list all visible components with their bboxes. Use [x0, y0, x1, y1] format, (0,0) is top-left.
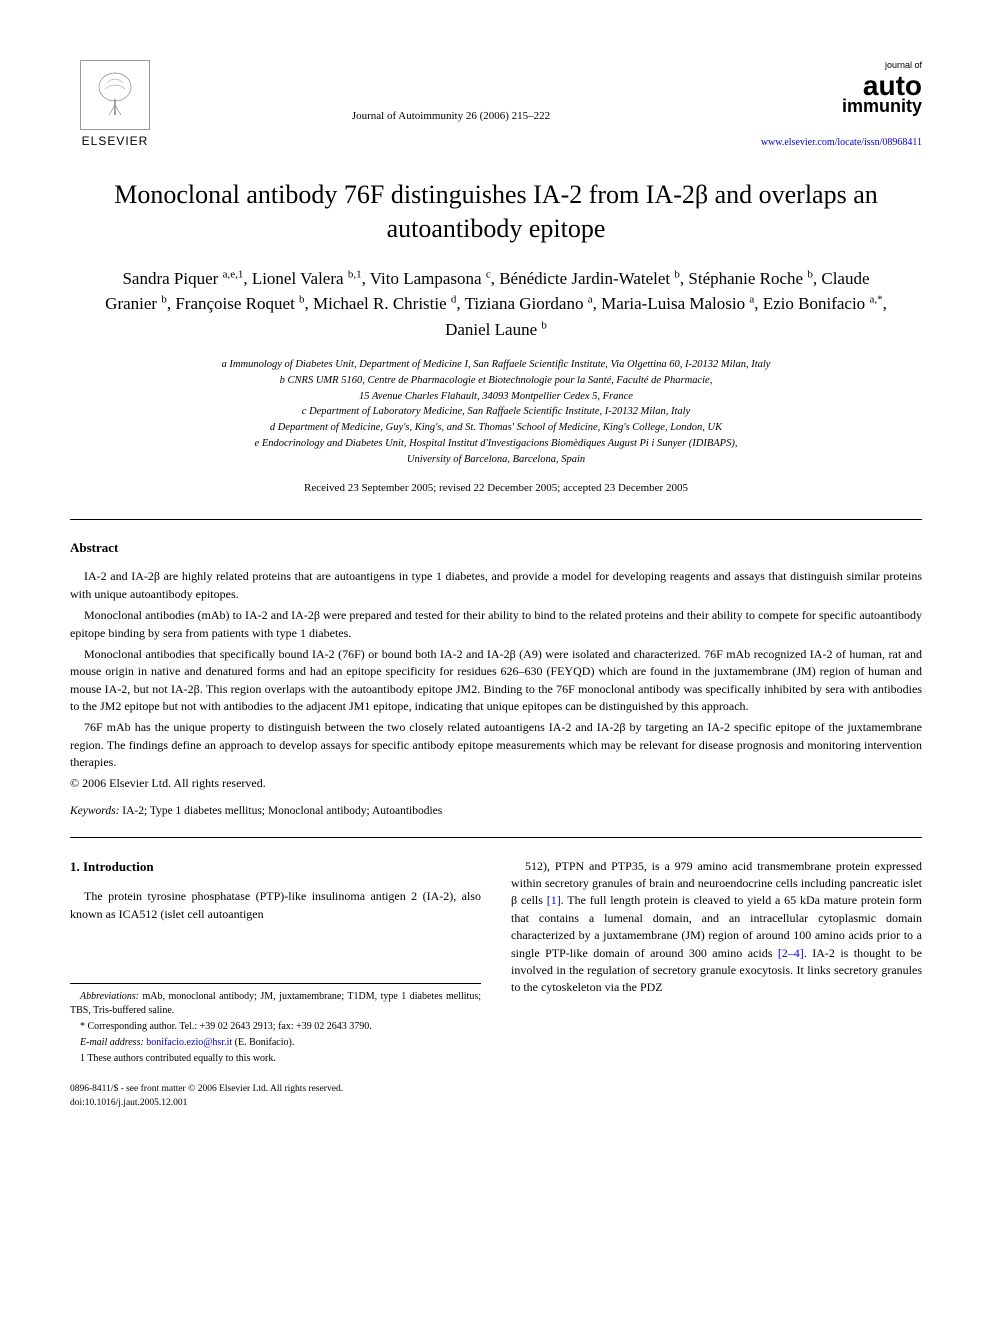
affiliations: a Immunology of Diabetes Unit, Departmen…: [70, 357, 922, 467]
journal-reference: Journal of Autoimmunity 26 (2006) 215–22…: [160, 60, 742, 122]
abstract-p1: IA-2 and IA-2β are highly related protei…: [70, 568, 922, 603]
copyright: © 2006 Elsevier Ltd. All rights reserved…: [70, 776, 922, 791]
keywords: Keywords: IA-2; Type 1 diabetes mellitus…: [70, 805, 922, 817]
affiliation-d: d Department of Medicine, Guy's, King's,…: [70, 420, 922, 436]
publisher-logo: ELSEVIER: [70, 60, 160, 148]
right-column: 512), PTPN and PTP35, is a 979 amino aci…: [511, 858, 922, 1069]
affiliation-e: e Endocrinology and Diabetes Unit, Hospi…: [70, 436, 922, 452]
footer-meta: 0896-8411/$ - see front matter © 2006 El…: [70, 1083, 922, 1110]
footnotes: Abbreviations: mAb, monoclonal antibody;…: [70, 983, 481, 1066]
author-list: Sandra Piquer a,e,1, Lionel Valera b,1, …: [100, 266, 892, 343]
abstract-heading: Abstract: [70, 540, 922, 556]
affiliation-e2: University of Barcelona, Barcelona, Spai…: [70, 452, 922, 468]
affiliation-b: b CNRS UMR 5160, Centre de Pharmacologie…: [70, 373, 922, 389]
footer-line2: doi:10.1016/j.jaut.2005.12.001: [70, 1097, 922, 1110]
left-column: 1. Introduction The protein tyrosine pho…: [70, 858, 481, 1069]
affiliation-c: c Department of Laboratory Medicine, San…: [70, 404, 922, 420]
article-dates: Received 23 September 2005; revised 22 D…: [70, 482, 922, 494]
email-author: (E. Bonifacio).: [232, 1037, 294, 1048]
abstract-body: IA-2 and IA-2β are highly related protei…: [70, 568, 922, 790]
affiliation-a: a Immunology of Diabetes Unit, Departmen…: [70, 357, 922, 373]
intro-col2-text: 512), PTPN and PTP35, is a 979 amino aci…: [511, 858, 922, 997]
footnote-email: E-mail address: bonifacio.ezio@hsr.it (E…: [70, 1036, 481, 1050]
divider: [70, 519, 922, 520]
abbrev-label: Abbreviations:: [80, 991, 139, 1002]
intro-col1-text: The protein tyrosine phosphatase (PTP)-l…: [70, 888, 481, 923]
journal-url-link[interactable]: www.elsevier.com/locate/issn/08968411: [742, 137, 922, 148]
journal-logo: journal of auto immunity www.elsevier.co…: [742, 60, 922, 148]
page-header: ELSEVIER Journal of Autoimmunity 26 (200…: [70, 60, 922, 148]
body-columns: 1. Introduction The protein tyrosine pho…: [70, 858, 922, 1069]
elsevier-tree-icon: [80, 60, 150, 130]
footnote-equal: 1 These authors contributed equally to t…: [70, 1052, 481, 1066]
journal-logo-immunity: immunity: [742, 96, 922, 117]
journal-logo-small: journal of: [742, 60, 922, 70]
article-title: Monoclonal antibody 76F distinguishes IA…: [110, 178, 882, 246]
footer-line1: 0896-8411/$ - see front matter © 2006 El…: [70, 1083, 922, 1096]
corresponding-email-link[interactable]: bonifacio.ezio@hsr.it: [146, 1037, 232, 1048]
email-label: E-mail address:: [80, 1037, 144, 1048]
footnote-corresponding: * Corresponding author. Tel.: +39 02 264…: [70, 1020, 481, 1034]
publisher-name: ELSEVIER: [82, 134, 149, 148]
keywords-text: IA-2; Type 1 diabetes mellitus; Monoclon…: [119, 805, 442, 817]
abstract-p3: Monoclonal antibodies that specifically …: [70, 646, 922, 716]
affiliation-b2: 15 Avenue Charles Flahault, 34093 Montpe…: [70, 389, 922, 405]
divider: [70, 837, 922, 838]
intro-heading: 1. Introduction: [70, 858, 481, 877]
keywords-label: Keywords:: [70, 805, 119, 817]
footnote-abbrev: Abbreviations: mAb, monoclonal antibody;…: [70, 990, 481, 1018]
abstract-p2: Monoclonal antibodies (mAb) to IA-2 and …: [70, 607, 922, 642]
abstract-p4: 76F mAb has the unique property to disti…: [70, 719, 922, 771]
